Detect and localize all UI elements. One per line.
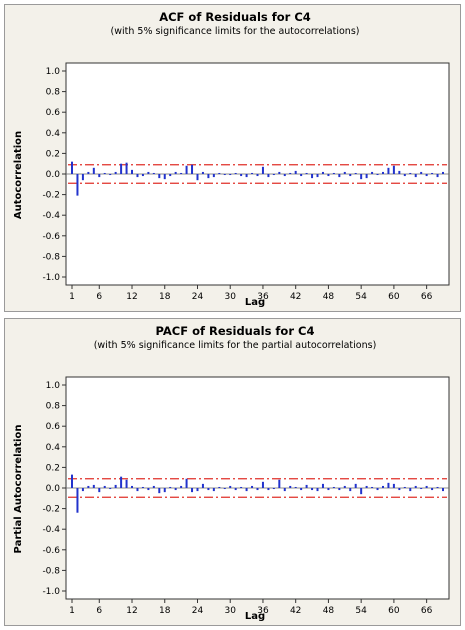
x-tick-label: 48 (323, 606, 335, 616)
chart-title: PACF of Residuals for C4 (156, 324, 315, 338)
y-axis-label: Autocorrelation (13, 131, 24, 219)
pacf-bars (71, 474, 444, 513)
significance-limits (68, 478, 447, 498)
x-tick-label: 12 (126, 292, 137, 302)
x-tick-label: 1 (69, 606, 75, 616)
y-tick-label: -0.4 (42, 525, 60, 535)
pacf-chart: PACF of Residuals for C4 (with 5% signif… (13, 324, 450, 622)
x-tick-label: 66 (421, 292, 433, 302)
significance-limits (68, 164, 447, 184)
acf-chart-panel: ACF of Residuals for C4 (with 5% signifi… (4, 4, 461, 312)
x-tick-label: 6 (96, 292, 102, 302)
x-tick-label: 54 (355, 606, 367, 616)
y-tick-label: -0.4 (42, 211, 60, 221)
x-tick-label: 12 (126, 606, 137, 616)
y-tick-label: 0.4 (46, 129, 61, 139)
y-tick-label: 0.4 (46, 443, 61, 453)
y-tick-label: -0.8 (42, 252, 60, 262)
chart-subtitle: (with 5% significance limits for the par… (94, 340, 377, 351)
acf-bars (71, 161, 444, 196)
x-tick-label: 54 (355, 292, 367, 302)
x-tick-label: 42 (290, 606, 301, 616)
y-tick-label: -0.2 (42, 191, 60, 201)
x-tick-label: 36 (257, 606, 269, 616)
chart-title: ACF of Residuals for C4 (159, 10, 311, 24)
x-tick-label: 24 (192, 606, 204, 616)
y-tick-label: -1.0 (42, 587, 60, 597)
x-tick-label: 42 (290, 292, 301, 302)
x-tick-label: 66 (421, 606, 433, 616)
y-tick-label: -0.8 (42, 566, 60, 576)
y-axis-label: Partial Autocorrelation (13, 425, 24, 554)
y-tick-label: -1.0 (42, 273, 60, 283)
y-tick-label: 0.8 (46, 402, 61, 412)
y-tick-label: 0.8 (46, 88, 61, 98)
x-tick-label: 60 (388, 606, 400, 616)
x-tick-label: 18 (159, 292, 171, 302)
y-tick-label: -0.6 (42, 232, 60, 242)
x-tick-label: 1 (69, 292, 75, 302)
x-tick-label: 6 (96, 606, 102, 616)
acf-chart: ACF of Residuals for C4 (with 5% signifi… (13, 10, 450, 308)
x-tick-label: 30 (224, 292, 236, 302)
x-axis-label: Lag (245, 611, 265, 622)
y-ticks: 1.0 0.8 0.6 0.4 0.2 0.0 -0.2 -0.4 -0.6 -0.8 -1.0 (42, 67, 66, 283)
x-tick-label: 24 (192, 292, 204, 302)
x-tick-label: 60 (388, 292, 400, 302)
y-tick-label: 1.0 (46, 381, 61, 391)
x-ticks: 1 6 12 18 24 30 36 42 48 54 60 66 (69, 599, 433, 616)
x-tick-label: 48 (323, 292, 335, 302)
x-axis-label: Lag (245, 297, 265, 308)
y-tick-label: 0.6 (46, 422, 61, 432)
y-ticks: 1.0 0.8 0.6 0.4 0.2 0.0 -0.2 -0.4 -0.6 -0.8 -1.0 (42, 381, 66, 597)
x-ticks: 1 6 12 18 24 30 36 42 48 54 60 66 (69, 285, 433, 302)
x-tick-label: 36 (257, 292, 269, 302)
chart-subtitle: (with 5% significance limits for the aut… (111, 26, 360, 37)
y-tick-label: 0.6 (46, 108, 61, 118)
y-tick-label: 0.0 (46, 484, 61, 494)
y-tick-label: 0.2 (46, 149, 60, 159)
y-tick-label: -0.6 (42, 546, 60, 556)
x-tick-label: 18 (159, 606, 171, 616)
x-tick-label: 30 (224, 606, 236, 616)
y-tick-label: -0.2 (42, 505, 60, 515)
y-tick-label: 1.0 (46, 67, 61, 77)
y-tick-label: 0.2 (46, 463, 60, 473)
y-tick-label: 0.0 (46, 170, 61, 180)
pacf-chart-panel: PACF of Residuals for C4 (with 5% signif… (4, 318, 461, 626)
